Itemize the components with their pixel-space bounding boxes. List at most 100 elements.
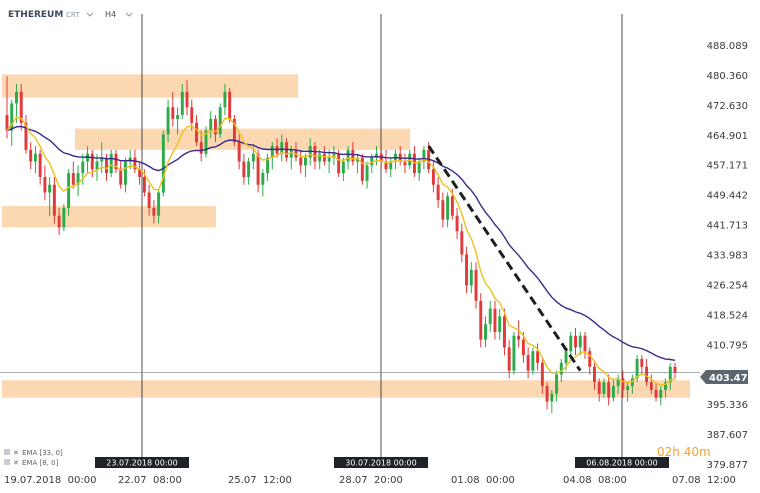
candle-body: [185, 91, 189, 108]
ema-lines: [6, 116, 676, 386]
settings-icon[interactable]: [4, 449, 10, 455]
y-tick-label: 387.607: [707, 430, 748, 441]
candle-body: [341, 161, 345, 174]
candle-body: [71, 173, 75, 185]
candle: [161, 130, 165, 197]
candle: [114, 149, 118, 174]
candle-body: [578, 335, 582, 348]
candle-body: [133, 157, 137, 170]
timeframe-label[interactable]: H4: [105, 10, 116, 19]
candle-body: [450, 196, 454, 216]
candle-body: [152, 207, 156, 216]
candle: [351, 142, 355, 166]
x-axis: 19.07.2018 00:00 22.07 08:00 25.07 12:00 28…: [4, 475, 736, 486]
candle: [526, 347, 530, 379]
candle: [10, 99, 14, 147]
candle: [185, 80, 189, 116]
support-resistance-zone: [2, 206, 216, 228]
horizontal-zones: [2, 74, 690, 398]
candle: [578, 331, 582, 356]
candle: [223, 84, 227, 116]
candle-body: [502, 316, 506, 348]
candle-body: [521, 339, 525, 356]
candle-body: [545, 386, 549, 402]
candle-body: [57, 215, 61, 228]
candle-body: [232, 118, 236, 143]
y-tick-label: 433.983: [707, 251, 748, 262]
candle-body: [626, 386, 630, 390]
close-icon[interactable]: ✕: [13, 449, 19, 457]
legend-item-ema33[interactable]: ✕ EMA [33, 0]: [4, 449, 63, 457]
y-tick-label: 457.171: [707, 161, 748, 172]
candle-body: [176, 115, 180, 119]
candle: [180, 84, 184, 119]
symbol-label[interactable]: ETHEREUM: [8, 10, 63, 20]
chevron-down-icon[interactable]: [125, 12, 133, 17]
candle: [673, 362, 677, 379]
candle: [417, 157, 421, 181]
candle: [166, 99, 170, 143]
legend-label: EMA [33, 0]: [22, 449, 63, 457]
candle-body: [261, 173, 265, 185]
candle: [5, 76, 9, 139]
candle-body: [583, 335, 587, 352]
candle-body: [668, 366, 672, 383]
candle: [123, 157, 127, 193]
candle-body: [588, 351, 592, 367]
settings-icon[interactable]: [4, 459, 10, 465]
candle: [327, 149, 331, 174]
candle-body: [436, 184, 440, 201]
candle: [512, 331, 516, 375]
candle: [621, 370, 625, 398]
candle: [266, 153, 270, 181]
candle: [109, 149, 113, 177]
candle: [536, 343, 540, 371]
x-tick-label: 22.07 08:00: [118, 475, 182, 486]
y-tick-label: 395.336: [707, 400, 748, 411]
candle: [318, 149, 322, 170]
candle: [484, 316, 487, 348]
candle-body: [180, 91, 184, 116]
candle: [147, 184, 151, 216]
candle-body: [351, 149, 355, 162]
candle-body: [19, 91, 23, 123]
x-tick-label: 01.08 00:00: [451, 475, 515, 486]
candle-body: [607, 382, 611, 398]
candle-body: [602, 382, 606, 394]
candle-body: [469, 269, 473, 286]
candle-body: [479, 300, 483, 340]
candle-body: [460, 231, 464, 255]
candle: [218, 103, 222, 139]
chevron-down-icon[interactable]: [86, 12, 94, 17]
candle-body: [15, 91, 18, 104]
candle: [57, 207, 61, 236]
candle: [583, 331, 587, 359]
current-price-value: 403.470: [709, 373, 755, 384]
candle-body: [555, 374, 559, 394]
candle-body: [270, 146, 274, 158]
legend-item-ema8[interactable]: ✕ EMA [8, 0]: [4, 459, 59, 467]
candle-body: [247, 161, 251, 177]
candle: [308, 138, 312, 166]
candle-body: [52, 184, 56, 216]
candle: [237, 134, 241, 170]
candle: [465, 246, 469, 294]
candle: [592, 362, 596, 390]
ema8-line: [6, 116, 676, 386]
y-tick-label: 449.442: [707, 191, 748, 202]
vertical-marker-label-bg: [334, 457, 428, 468]
trendline: [427, 145, 582, 372]
candle: [555, 370, 559, 402]
candle: [493, 300, 497, 340]
close-icon[interactable]: ✕: [13, 459, 19, 467]
candle-body: [10, 103, 14, 131]
trendline: [427, 145, 582, 372]
candle: [176, 107, 180, 135]
candle-body: [431, 169, 435, 185]
candle: [209, 111, 213, 139]
candle-body: [488, 308, 492, 325]
candle-body: [209, 118, 213, 131]
candle: [607, 374, 611, 406]
